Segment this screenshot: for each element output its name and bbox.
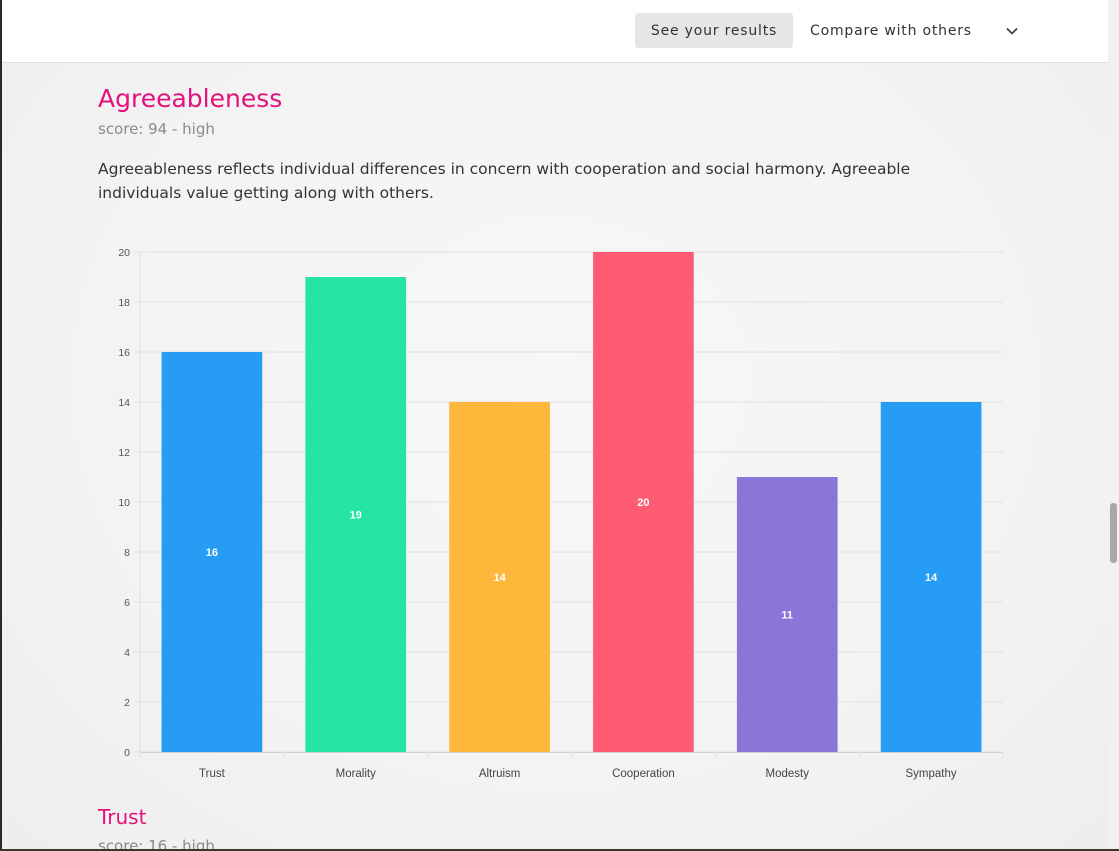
chevron-down-icon[interactable] [1005,24,1019,38]
bar-cooperation [593,252,694,752]
y-tick-label: 12 [118,447,130,459]
facet-bar-chart: 0 2 4 6 8 10 12 14 16 18 20 16 Trust 19 Morality 14 Altr… [118,247,1004,780]
y-tick-label: 10 [118,497,130,509]
y-tick-label: 16 [118,347,130,359]
y-tick-label: 2 [124,697,130,709]
y-tick-label: 14 [118,397,130,409]
bar-data-label: 14 [493,572,506,584]
see-results-button[interactable]: See your results [635,13,793,48]
y-tick-label: 18 [118,297,130,309]
section-title: Agreeableness [98,84,283,113]
bar-data-label: 11 [781,610,793,622]
compare-with-others-dropdown[interactable]: Compare with others [797,13,1025,48]
x-tick-label: Altruism [479,768,521,780]
next-section-score: score: 16 - high [98,837,215,849]
bar-data-label: 20 [637,497,649,509]
bar-data-label: 14 [925,572,938,584]
scrollbar-track[interactable] [1108,0,1119,849]
y-tick-label: 20 [118,247,130,259]
bar-sympathy [880,402,982,752]
top-bar: See your results Compare with others [2,0,1108,63]
bar-data-label: 16 [206,547,218,559]
x-tick-label: Sympathy [906,768,957,780]
section-description: Agreeableness reflects individual differ… [98,160,911,202]
window-bottom-edge [0,849,1119,851]
y-tick-label: 6 [124,597,130,609]
y-tick-label: 0 [124,747,130,759]
x-tick-label: Cooperation [612,768,675,780]
x-tick-label: Modesty [766,768,810,780]
scrollbar-thumb[interactable] [1110,503,1117,563]
bar-data-label: 19 [350,510,362,522]
x-tick-label: Morality [336,768,377,780]
bar-altruism [449,402,550,752]
section-score: score: 94 - high [98,120,215,138]
bar-modesty [736,477,838,752]
bar-morality [305,277,407,752]
y-tick-label: 8 [124,547,130,559]
bar-trust [161,352,263,752]
next-section-title: Trust [98,805,147,829]
x-tick-label: Trust [199,768,226,780]
y-tick-label: 4 [124,647,130,659]
